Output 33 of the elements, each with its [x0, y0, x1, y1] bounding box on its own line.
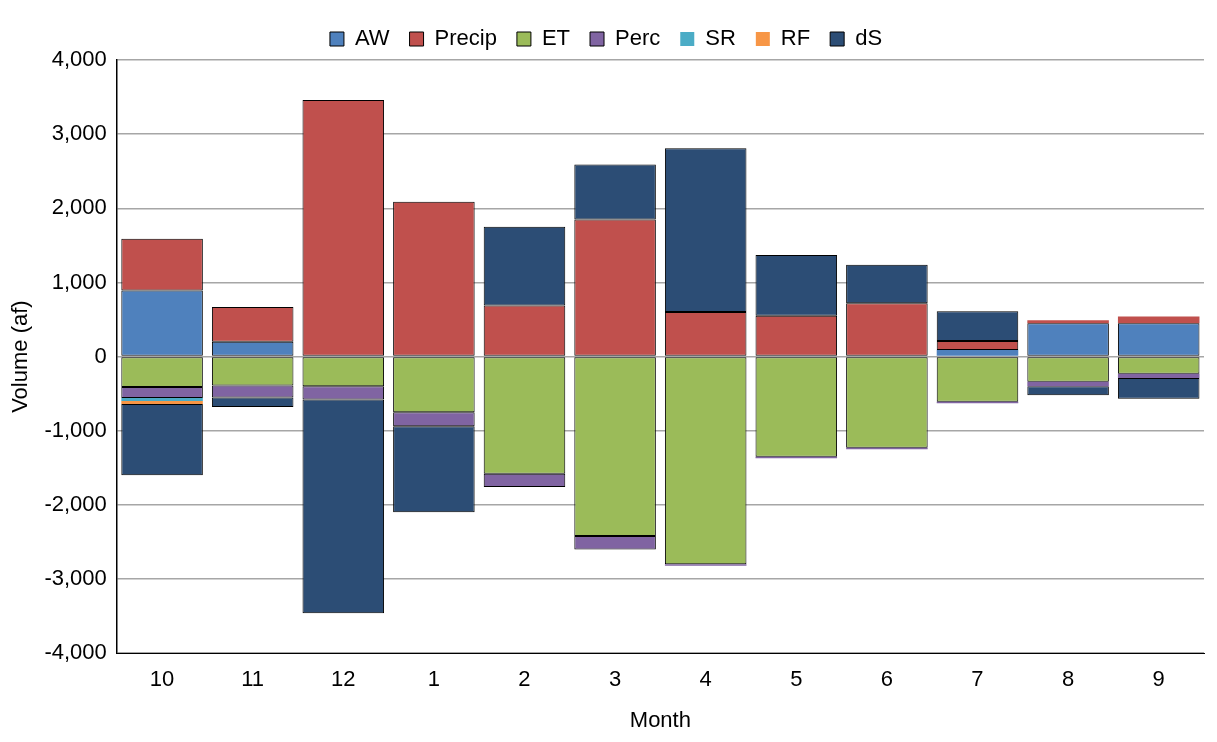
- legend-label: RF: [780, 25, 811, 51]
- y-tick-label: -4,000: [44, 639, 107, 665]
- x-tick-label: 4: [699, 666, 712, 692]
- y-tick-label: -1,000: [44, 416, 107, 442]
- x-tick-label: 2: [518, 666, 531, 692]
- y-axis-title: Volume (af): [7, 300, 33, 413]
- legend-label: AW: [354, 25, 390, 51]
- y-tick-label: 0: [94, 342, 107, 368]
- x-tick-label: 7: [971, 666, 984, 692]
- y-tick-label: 1,000: [51, 268, 107, 294]
- y-tick-label: -3,000: [44, 565, 107, 591]
- y-tick-label: 2,000: [51, 194, 107, 220]
- legend-label: Perc: [615, 25, 661, 51]
- y-tick-label: 3,000: [51, 120, 107, 146]
- x-tick-label: 10: [149, 666, 175, 692]
- x-axis-title: Month: [629, 706, 691, 732]
- x-tick-label: 8: [1061, 666, 1075, 692]
- x-tick-label: 11: [241, 666, 265, 692]
- y-tick-label: -2,000: [44, 490, 107, 516]
- bar: [936, 349, 1019, 356]
- bar: [1027, 320, 1109, 324]
- x-tick-label: 6: [880, 666, 894, 692]
- x-tick-label: 5: [790, 666, 803, 692]
- bar: [1027, 381, 1109, 387]
- x-tick-label: 9: [1152, 666, 1165, 692]
- x-tick-label: 3: [608, 666, 622, 692]
- x-tick-label: 1: [427, 666, 441, 692]
- x-tick-label: 12: [331, 666, 356, 692]
- legend-label: Precip: [434, 25, 497, 51]
- legend-label: SR: [705, 25, 736, 51]
- legend-label: dS: [855, 25, 883, 51]
- y-tick-label: 4,000: [51, 46, 107, 72]
- legend-label: ET: [541, 25, 571, 51]
